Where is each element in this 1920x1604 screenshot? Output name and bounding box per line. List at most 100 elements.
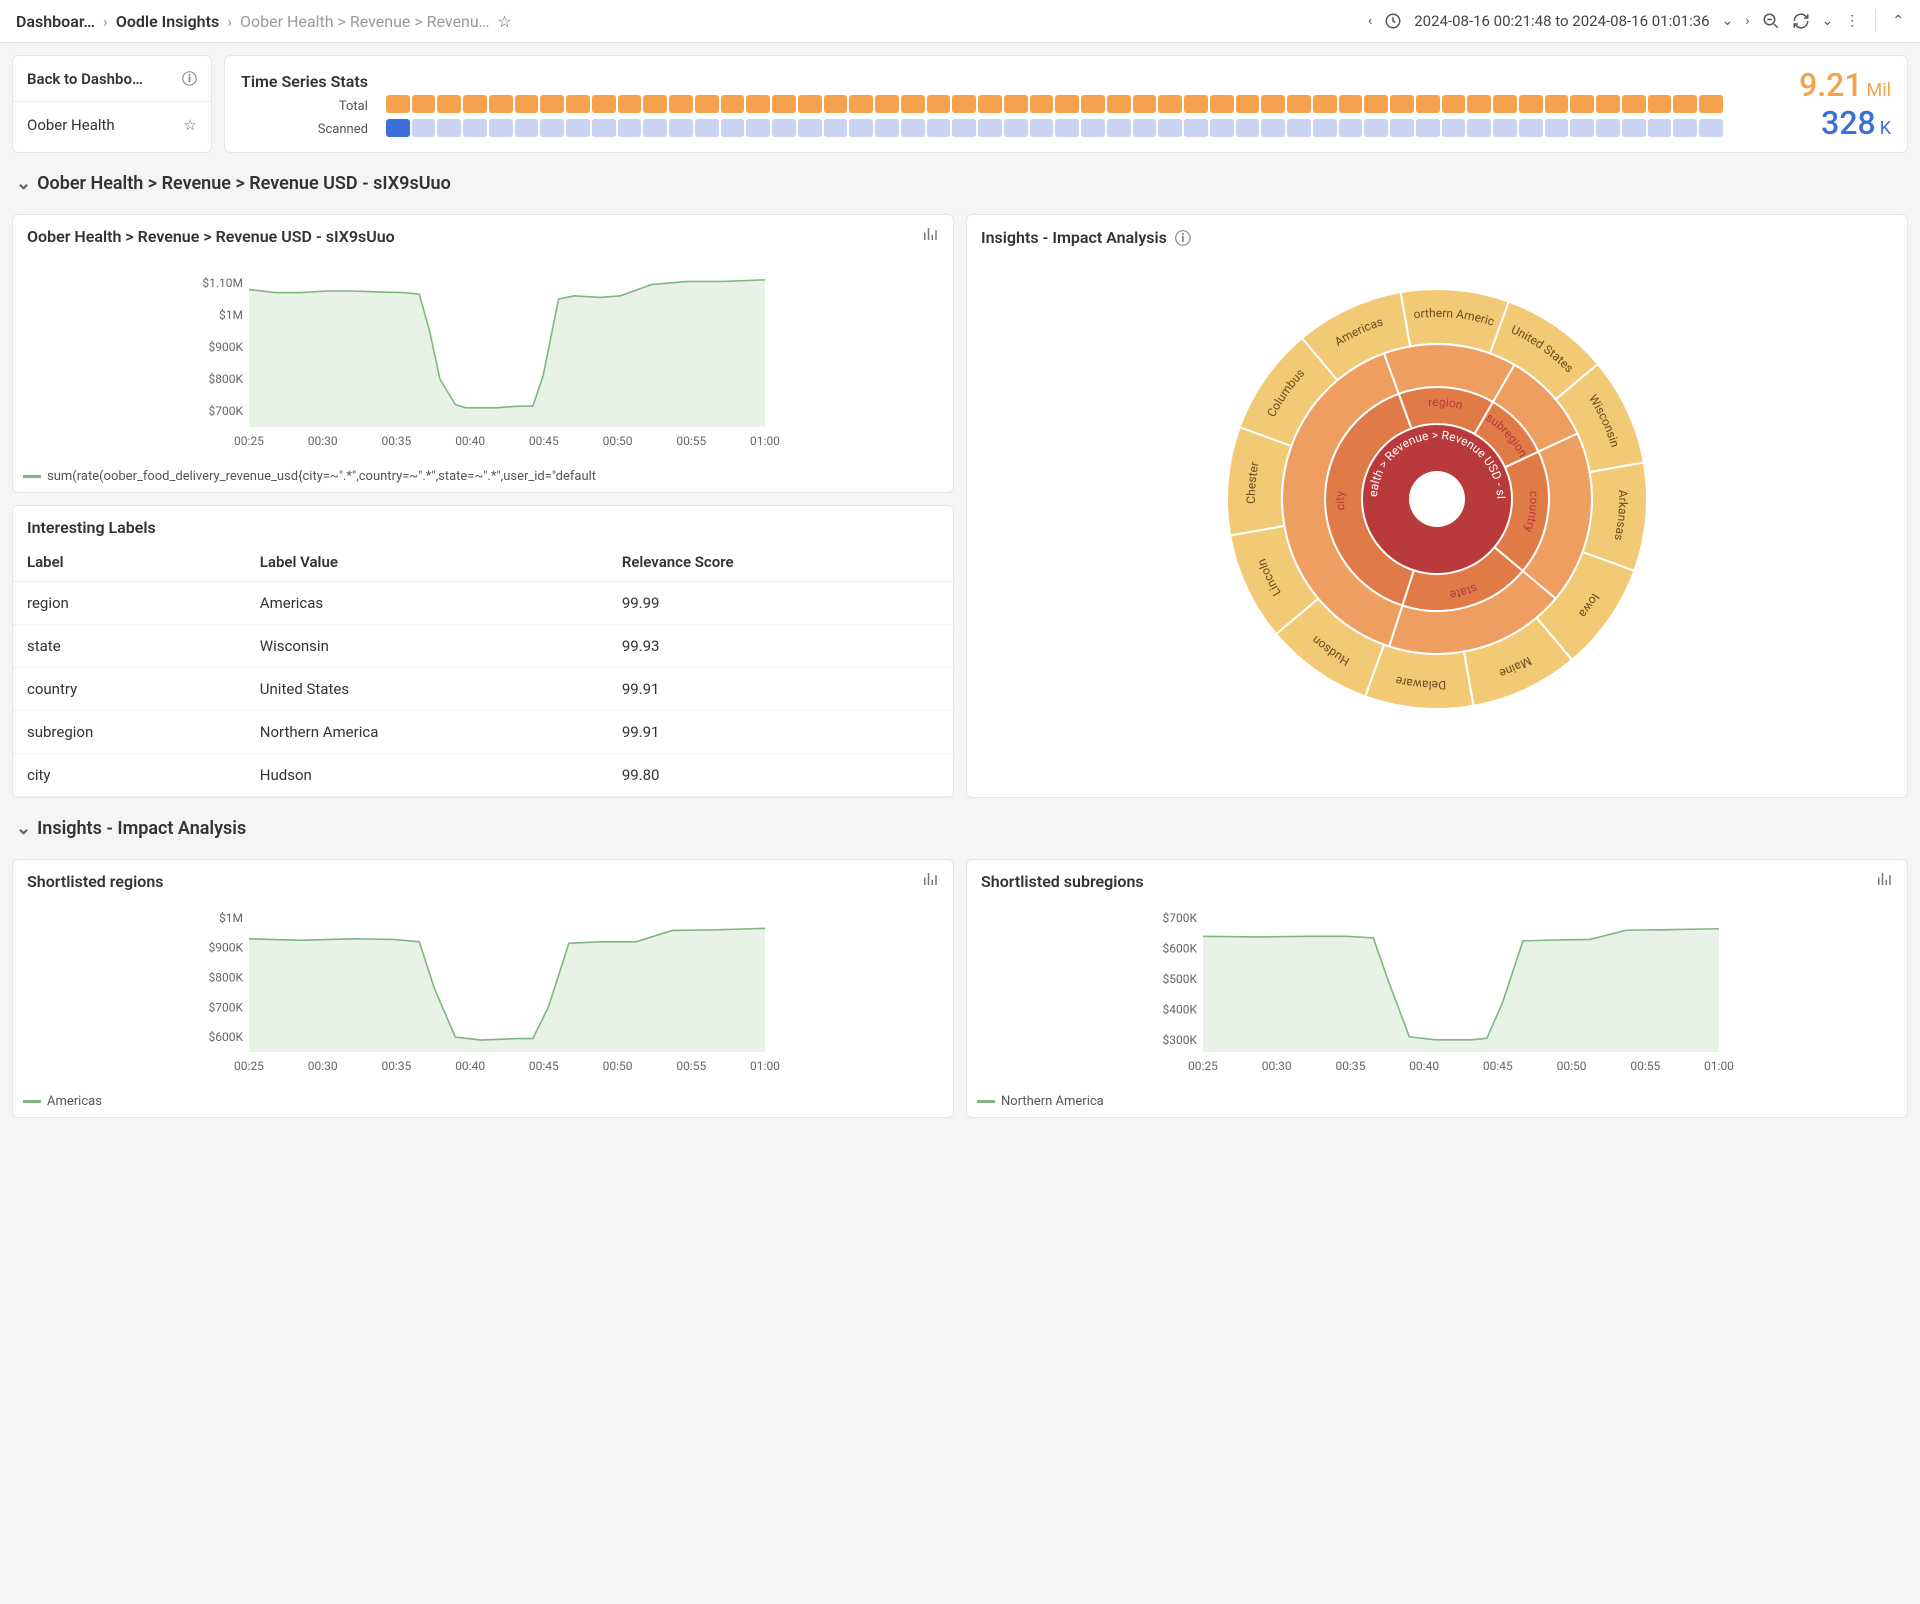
bars-icon[interactable] (921, 225, 939, 247)
svg-text:00:35: 00:35 (381, 1059, 411, 1073)
star-icon[interactable]: ☆ (497, 12, 511, 31)
interesting-labels-panel: Interesting Labels LabelLabel ValueRelev… (12, 505, 954, 798)
svg-text:00:40: 00:40 (1409, 1059, 1439, 1073)
section-title: Oober Health > Revenue > Revenue USD - s… (37, 173, 451, 194)
stats-row-label-scanned: Scanned (241, 122, 368, 137)
svg-text:$600K: $600K (1162, 942, 1197, 956)
star-icon[interactable]: ☆ (184, 116, 197, 134)
svg-text:$600K: $600K (208, 1030, 243, 1044)
revenue-chart-panel: Oober Health > Revenue > Revenue USD - s… (12, 214, 954, 493)
svg-text:$700K: $700K (208, 404, 243, 418)
info-icon[interactable]: ⓘ (182, 68, 197, 89)
legend-label: sum(rate(oober_food_delivery_revenue_usd… (47, 469, 596, 484)
svg-text:$1.10M: $1.10M (202, 276, 243, 290)
chevron-down-icon[interactable]: ⌄ (1722, 13, 1734, 29)
svg-text:00:45: 00:45 (529, 434, 559, 448)
svg-text:$400K: $400K (1162, 1002, 1197, 1016)
prev-icon[interactable]: ‹ (1368, 13, 1372, 29)
stats-title: Time Series Stats (241, 72, 368, 91)
svg-text:00:50: 00:50 (603, 434, 633, 448)
table-row[interactable]: subregionNorthern America99.91 (13, 711, 953, 754)
refresh-icon[interactable] (1792, 12, 1810, 30)
time-range[interactable]: 2024-08-16 00:21:48 to 2024-08-16 01:01:… (1414, 12, 1709, 30)
svg-text:00:30: 00:30 (308, 1059, 338, 1073)
svg-text:$900K: $900K (208, 340, 243, 354)
svg-text:00:35: 00:35 (381, 434, 411, 448)
sidebar-panel: Back to Dashbo… ⓘ Oober Health ☆ (12, 55, 212, 153)
svg-text:00:40: 00:40 (455, 1059, 485, 1073)
divider (1875, 10, 1876, 32)
svg-text:00:45: 00:45 (529, 1059, 559, 1073)
svg-text:00:25: 00:25 (1188, 1059, 1218, 1073)
back-to-dashboards[interactable]: Back to Dashbo… ⓘ (13, 56, 211, 102)
sunburst-chart[interactable]: region subregion country state city Nort… (1207, 269, 1667, 729)
more-icon[interactable]: ⋮ (1845, 13, 1859, 29)
section-title: Insights - Impact Analysis (37, 818, 246, 839)
table-row[interactable]: countryUnited States99.91 (13, 668, 953, 711)
chevron-right-icon: › (103, 12, 108, 31)
legend-swatch (977, 1100, 995, 1103)
table-header: Label (13, 543, 246, 582)
svg-text:$700K: $700K (1162, 911, 1197, 925)
stats-scanned: 328K (1741, 104, 1891, 142)
legend-label: Northern America (1001, 1094, 1104, 1109)
svg-text:$1M: $1M (219, 911, 243, 925)
table-row[interactable]: regionAmericas99.99 (13, 582, 953, 625)
next-icon[interactable]: › (1745, 13, 1749, 29)
svg-text:01:00: 01:00 (750, 1059, 780, 1073)
chart-legend: Northern America (967, 1090, 1907, 1117)
chart-legend: sum(rate(oober_food_delivery_revenue_usd… (13, 465, 953, 492)
chevron-down-icon[interactable]: ⌄ (1822, 13, 1834, 29)
legend-label: Americas (47, 1094, 102, 1109)
subregions-chart: $700K$600K$500K$400K$300K00:2500:3000:35… (977, 906, 1897, 1076)
bars-icon[interactable] (921, 870, 939, 892)
sidebar-item-label: Oober Health (27, 116, 115, 134)
svg-text:00:40: 00:40 (455, 434, 485, 448)
labels-table: LabelLabel ValueRelevance Score regionAm… (13, 543, 953, 797)
svg-text:$700K: $700K (208, 1000, 243, 1014)
sidebar-item-oober-health[interactable]: Oober Health ☆ (13, 102, 211, 148)
svg-text:00:55: 00:55 (1630, 1059, 1660, 1073)
scanned-bar (386, 119, 1723, 137)
svg-text:$300K: $300K (1162, 1033, 1197, 1047)
svg-text:00:30: 00:30 (308, 434, 338, 448)
table-header: Relevance Score (608, 543, 953, 582)
chart-legend: Americas (13, 1090, 953, 1117)
section-header-impact[interactable]: ⌄ Insights - Impact Analysis (12, 810, 1908, 847)
zoom-out-icon[interactable] (1762, 12, 1780, 30)
crumb-root[interactable]: Dashboar… (16, 12, 95, 31)
info-icon[interactable]: ⓘ (1175, 225, 1191, 249)
table-title: Interesting Labels (13, 506, 953, 543)
panel-title: Insights - Impact Analysis (981, 228, 1167, 247)
crumb-l1[interactable]: Oodle Insights (116, 12, 219, 31)
svg-text:$800K: $800K (208, 971, 243, 985)
chevron-down-icon[interactable]: ⌄ (16, 818, 31, 839)
table-row[interactable]: stateWisconsin99.93 (13, 625, 953, 668)
chevron-down-icon[interactable]: ⌄ (16, 173, 31, 194)
section-header-revenue[interactable]: ⌄ Oober Health > Revenue > Revenue USD -… (12, 165, 1908, 202)
shortlisted-subregions-panel: Shortlisted subregions $700K $600K $500K $4… (966, 859, 1908, 1118)
clock-icon[interactable] (1384, 12, 1402, 30)
stats-row-label-total: Total (241, 99, 368, 114)
legend-swatch (23, 1100, 41, 1103)
svg-text:city: city (1333, 490, 1348, 511)
time-series-stats-panel: Time Series Stats Total Scanned 9.21Mil … (224, 55, 1908, 153)
bars-icon[interactable] (1875, 870, 1893, 892)
svg-text:$800K: $800K (208, 372, 243, 386)
topbar-controls: ‹ 2024-08-16 00:21:48 to 2024-08-16 01:0… (1368, 10, 1904, 32)
topbar: Dashboar… › Oodle Insights › Oober Healt… (0, 0, 1920, 43)
chevron-right-icon: › (227, 12, 232, 31)
chart-title: Oober Health > Revenue > Revenue USD - s… (27, 227, 395, 246)
svg-text:00:25: 00:25 (234, 434, 264, 448)
total-bar (386, 95, 1723, 113)
table-row[interactable]: cityHudson99.80 (13, 754, 953, 797)
svg-text:00:50: 00:50 (1557, 1059, 1587, 1073)
svg-text:00:50: 00:50 (603, 1059, 633, 1073)
svg-text:00:45: 00:45 (1483, 1059, 1513, 1073)
svg-text:$500K: $500K (1162, 972, 1197, 986)
shortlisted-regions-panel: Shortlisted regions $1M$900K$800K$700K$6… (12, 859, 954, 1118)
chevron-up-icon[interactable]: ⌃ (1892, 13, 1904, 29)
chart-title: Shortlisted subregions (981, 872, 1144, 891)
regions-chart: $1M$900K$800K$700K$600K00:2500:3000:3500… (23, 906, 943, 1076)
stats-total: 9.21Mil (1741, 66, 1891, 104)
